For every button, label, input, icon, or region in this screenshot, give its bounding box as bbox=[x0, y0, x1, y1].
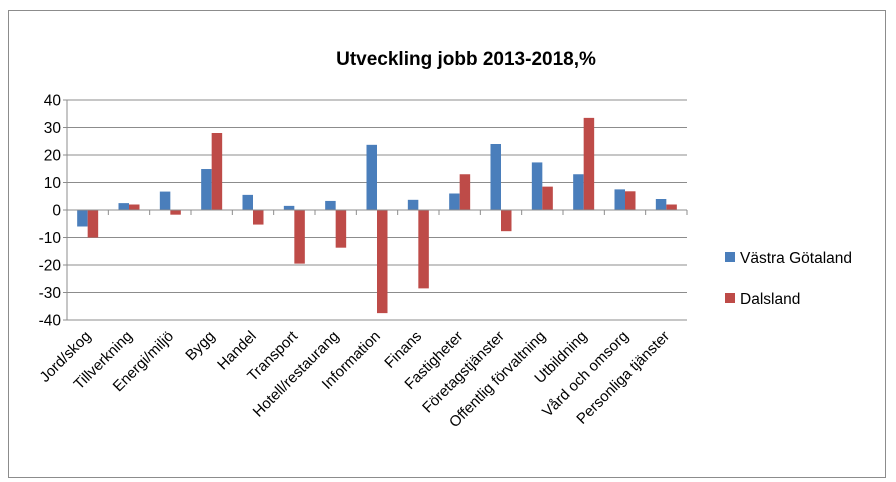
x-tick-label: Bygg bbox=[182, 328, 218, 364]
y-tick-label: -20 bbox=[39, 258, 62, 275]
bar-series1 bbox=[449, 193, 460, 210]
y-tick-label: 40 bbox=[44, 93, 62, 110]
legend-swatch bbox=[725, 293, 735, 303]
bar-series2 bbox=[501, 210, 512, 232]
chart-title: Utveckling jobb 2013-2018,% bbox=[336, 49, 596, 70]
bar-series1 bbox=[325, 200, 336, 210]
bar-series2 bbox=[666, 204, 677, 210]
y-tick-label: -30 bbox=[39, 285, 62, 302]
bar-series1 bbox=[573, 174, 584, 210]
bar-series2 bbox=[583, 117, 595, 210]
y-tick-label: -40 bbox=[39, 313, 62, 330]
y-tick-label: -10 bbox=[39, 230, 62, 247]
bar-series1 bbox=[490, 144, 501, 210]
bar-series2 bbox=[129, 204, 140, 210]
bar-series1 bbox=[242, 194, 253, 210]
bar-series1 bbox=[159, 191, 171, 210]
bar-series1 bbox=[77, 210, 88, 227]
bar-series1 bbox=[283, 205, 295, 210]
y-tick-label: 20 bbox=[44, 148, 62, 165]
bar-series2 bbox=[87, 210, 99, 238]
axes bbox=[63, 99, 688, 321]
legend-label: Västra Götaland bbox=[740, 250, 852, 267]
bar-series1 bbox=[118, 203, 129, 210]
legend-label: Dalsland bbox=[740, 291, 800, 308]
bar-series2 bbox=[253, 210, 264, 225]
bar-series2 bbox=[459, 174, 471, 210]
y-tick-label: 30 bbox=[44, 120, 62, 137]
bar-series2 bbox=[294, 210, 305, 264]
bar-series2 bbox=[542, 186, 553, 210]
y-tick-label: 0 bbox=[52, 203, 61, 220]
bar-series2 bbox=[170, 210, 181, 215]
bar-series2 bbox=[377, 210, 388, 314]
bar-series1 bbox=[366, 144, 377, 210]
bar-series1 bbox=[407, 199, 419, 210]
bar-series1 bbox=[531, 162, 543, 210]
bar-series2 bbox=[418, 210, 429, 289]
legend: Västra Götaland Dalsland bbox=[725, 250, 852, 308]
bar-series1 bbox=[614, 189, 625, 210]
bar-series2 bbox=[211, 133, 223, 210]
y-tick-label: 10 bbox=[44, 175, 62, 192]
y-tick-labels: -40 -30 -20 -10 0 10 20 30 40 bbox=[39, 93, 62, 330]
bar-series2 bbox=[335, 210, 347, 248]
bar-series2 bbox=[625, 191, 636, 210]
bar-chart: Utveckling jobb 2013-2018,% -40 -30 -20 -10… bbox=[36, 49, 852, 431]
bar-series1 bbox=[201, 169, 212, 210]
chart-frame: Utveckling jobb 2013-2018,% -40 -30 -20 -10… bbox=[8, 10, 886, 478]
legend-swatch bbox=[725, 252, 735, 262]
bars bbox=[77, 117, 677, 314]
bar-series1 bbox=[655, 199, 667, 210]
